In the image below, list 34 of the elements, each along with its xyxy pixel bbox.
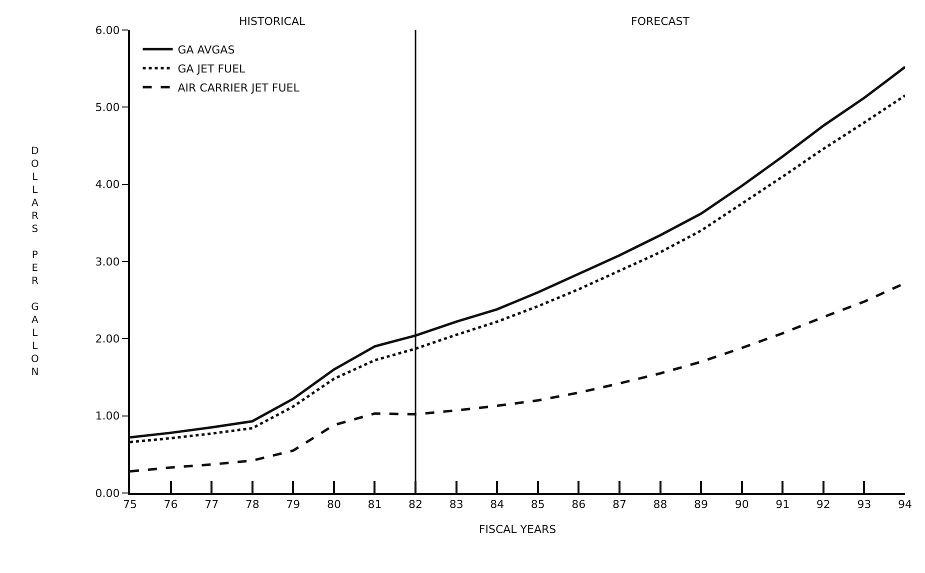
x-tick-label: 88 [653,498,668,512]
x-tick-label: 86 [572,498,586,512]
text: HISTORICAL [239,15,306,28]
y-tick-label: 0.00 [95,486,120,500]
legend-label: GA JET FUEL [178,62,246,76]
x-tick-label: 87 [612,498,626,512]
legend-label: AIR CARRIER JET FUEL [178,81,300,94]
y-tick-label: 2.00 [95,332,120,346]
x-tick-label: 89 [694,498,708,512]
y-tick-label: 5.00 [95,101,120,114]
x-tick-label: 79 [286,498,300,512]
y-tick-label: 6.00 [95,24,120,37]
x-tick-label: 76 [164,498,178,512]
x-tick-label: 90 [734,498,749,512]
x-tick-label: 91 [776,498,790,512]
y-tick-label: 3.00 [95,255,120,268]
x-tick-label: 83 [449,498,464,512]
x-axis-title: FISCAL YEARS [478,522,556,536]
x-tick-label: 85 [530,498,545,512]
x-tick-label: 82 [408,498,423,512]
legend-label: GA AVGAS [178,43,235,56]
x-tick-label: 93 [857,498,872,512]
x-tick-label: 92 [816,498,830,512]
x-tick-label: 80 [326,498,341,512]
x-tick-label: 75 [123,498,137,512]
y-tick-label: 4.00 [95,178,120,192]
x-tick-label: 78 [245,498,260,512]
x-tick-label: 84 [490,498,504,512]
x-tick-label: 77 [204,498,219,512]
text: DOLLARS PER GALLON [31,146,39,378]
text: FORECAST [631,15,690,28]
x-tick-label: 81 [368,498,382,512]
y-tick-label: 1.00 [95,410,120,423]
x-tick-label: 94 [898,498,912,512]
